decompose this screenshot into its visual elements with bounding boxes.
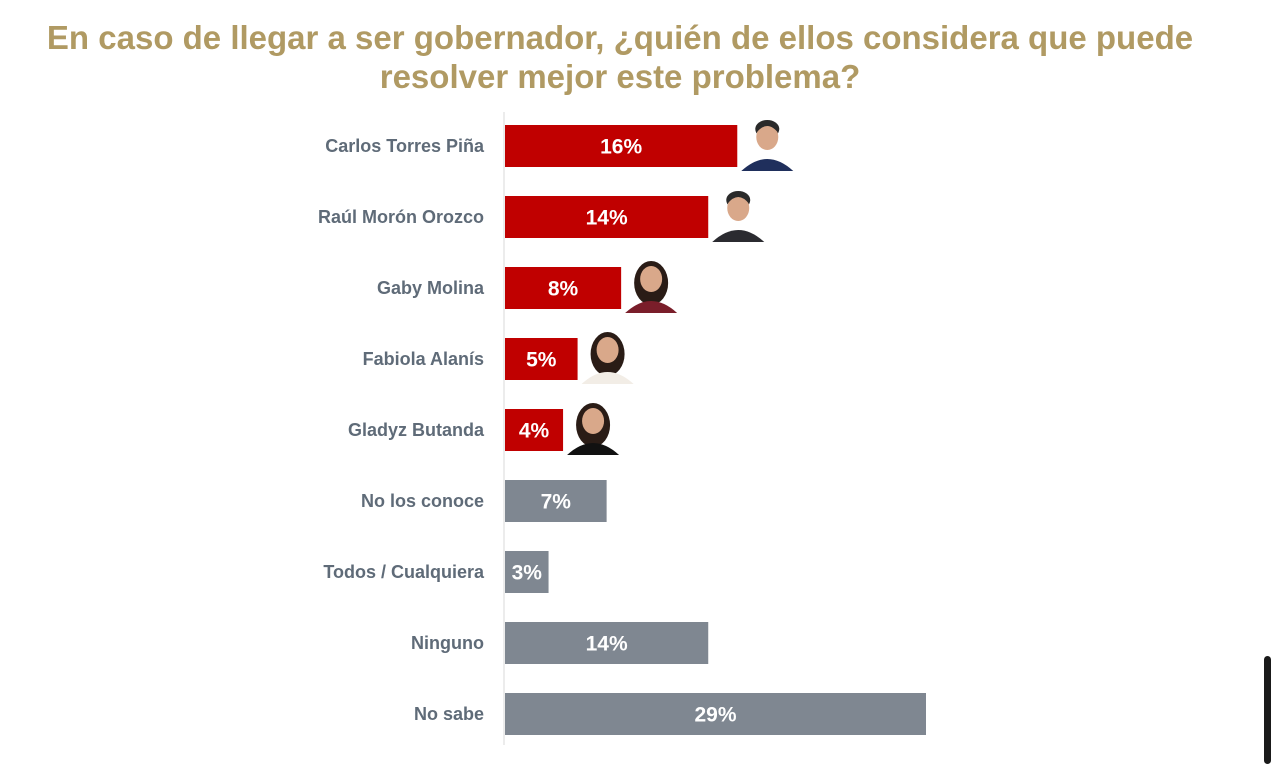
- value-label: 3%: [512, 562, 543, 585]
- chart-title-line-2: resolver mejor este problema?: [379, 58, 861, 95]
- value-label: 4%: [519, 420, 550, 443]
- woman-portrait-icon: [567, 403, 620, 455]
- bar: [505, 338, 578, 380]
- bar-row: Ninguno 14%: [411, 622, 709, 664]
- bar: [505, 267, 622, 309]
- category-label: No los conoce: [361, 491, 484, 511]
- value-label: 14%: [586, 633, 628, 656]
- bar-row: Fabiola Alanís 5%: [363, 332, 634, 384]
- value-label: 8%: [548, 278, 579, 301]
- category-label: Ninguno: [411, 633, 484, 653]
- category-label: Fabiola Alanís: [363, 349, 484, 369]
- man-portrait-icon: [741, 120, 794, 171]
- category-label: Raúl Morón Orozco: [318, 207, 484, 227]
- chart-title-line-1: En caso de llegar a ser gobernador, ¿qui…: [46, 19, 1194, 56]
- bar: [505, 409, 564, 451]
- bar: [505, 622, 709, 664]
- bar-row: Todos / Cualquiera 3%: [323, 551, 549, 593]
- bar: [505, 196, 709, 238]
- value-label: 7%: [541, 491, 572, 514]
- category-label: No sabe: [414, 704, 484, 724]
- man-portrait-icon: [712, 191, 765, 242]
- category-label: Carlos Torres Piña: [325, 136, 485, 156]
- category-label: Gladyz Butanda: [348, 420, 485, 440]
- chart-title: En caso de llegar a ser gobernador, ¿qui…: [0, 18, 1240, 96]
- value-label: 29%: [694, 704, 736, 727]
- bar-row: Raúl Morón Orozco 14%: [318, 191, 765, 242]
- category-label: Gaby Molina: [377, 278, 485, 298]
- bar: [505, 551, 549, 593]
- value-label: 16%: [600, 136, 642, 159]
- category-label: Todos / Cualquiera: [323, 562, 485, 582]
- value-label: 5%: [526, 349, 557, 372]
- bar: [505, 480, 607, 522]
- bar: [505, 693, 926, 735]
- bar-row: No los conoce 7%: [361, 480, 607, 522]
- bar-row: Carlos Torres Piña 16%: [325, 120, 794, 171]
- scrollbar-thumb[interactable]: [1264, 656, 1271, 764]
- bar-row: No sabe 29%: [414, 693, 926, 735]
- woman-portrait-icon: [625, 261, 678, 313]
- bar-row: Gladyz Butanda 4%: [348, 403, 620, 455]
- bar: [505, 125, 738, 167]
- woman-portrait-icon: [581, 332, 634, 384]
- bar-row: Gaby Molina 8%: [377, 261, 678, 313]
- value-label: 14%: [586, 207, 628, 230]
